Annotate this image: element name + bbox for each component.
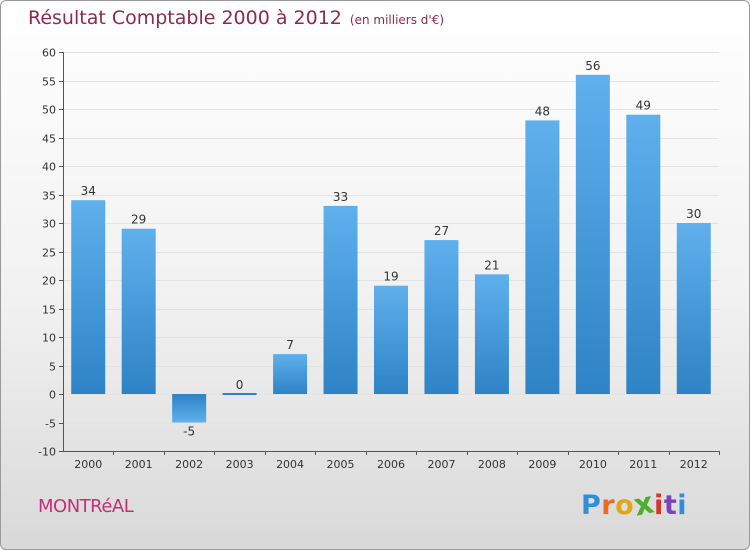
y-tick-label: 20 <box>42 275 56 288</box>
x-tick-label: 2011 <box>629 458 657 471</box>
labels: -10 -5 0 5 10 15 20 25 30 35 40 45 50 55 60 34 2000 29 200… <box>38 47 708 472</box>
data-label: 33 <box>333 190 348 204</box>
y-tick-label: 0 <box>49 389 56 402</box>
y-tick-label: 5 <box>49 361 56 374</box>
logo-letter: P <box>581 490 602 521</box>
data-label: 48 <box>535 104 550 118</box>
data-label: 49 <box>636 99 651 113</box>
bar <box>525 120 560 395</box>
chart-title-text: Résultat Comptable 2000 à 2012 <box>28 7 342 29</box>
x-tick-label: 2007 <box>427 458 455 471</box>
x-tick-label: 2012 <box>680 458 708 471</box>
bar <box>626 114 661 394</box>
y-tick-label: 15 <box>42 304 56 317</box>
bar <box>121 228 156 394</box>
data-label: 29 <box>131 213 146 227</box>
bar <box>323 205 358 394</box>
bar <box>273 354 308 394</box>
data-label: 30 <box>686 207 701 221</box>
y-tick-label: 60 <box>42 47 56 60</box>
data-label: -5 <box>183 425 195 439</box>
y-tick-label: 55 <box>42 76 56 89</box>
x-tick-label: 2006 <box>377 458 405 471</box>
logo-letter: i <box>654 490 664 521</box>
logo-letter: i <box>677 490 687 521</box>
x-tick-label: 2001 <box>125 458 153 471</box>
bar <box>172 394 207 423</box>
bar <box>676 223 711 394</box>
bar <box>474 274 509 394</box>
chart-title: Résultat Comptable 2000 à 2012 (en millie… <box>28 7 444 29</box>
x-tick-label: 2000 <box>74 458 102 471</box>
bar <box>222 393 257 395</box>
x-tick-label: 2004 <box>276 458 304 471</box>
x-tick-label: 2003 <box>226 458 254 471</box>
x-tick-label: 2005 <box>327 458 355 471</box>
bar <box>424 240 459 394</box>
bar <box>575 74 610 395</box>
y-tick-label: 50 <box>42 104 56 117</box>
bar <box>374 285 408 394</box>
y-tick-label: 40 <box>42 161 56 174</box>
data-label: 34 <box>81 184 96 198</box>
y-tick-label: 45 <box>42 133 56 146</box>
y-tick-label: -10 <box>38 446 56 459</box>
city-name: MONTRéAL <box>38 496 134 517</box>
logo-letter: t <box>663 490 678 521</box>
chart-subtitle: (en milliers d'€) <box>349 13 445 27</box>
bars <box>71 74 711 423</box>
x-tick-label: 2009 <box>528 458 556 471</box>
y-tick-label: 35 <box>42 190 56 203</box>
y-tick-label: -5 <box>45 418 56 431</box>
bar <box>71 200 106 394</box>
data-label: 56 <box>585 59 600 73</box>
x-tick-label: 2002 <box>175 458 203 471</box>
data-label: 21 <box>484 258 499 272</box>
x-tick-label: 2010 <box>579 458 607 471</box>
proxiti-logo: Proxiti <box>581 485 687 523</box>
data-label: 19 <box>383 270 398 284</box>
logo-letter: r <box>601 490 616 521</box>
data-label: 27 <box>434 224 449 238</box>
y-tick-label: 25 <box>42 247 56 260</box>
y-tick-label: 30 <box>42 218 56 231</box>
axes <box>59 52 720 455</box>
y-tick-label: 10 <box>42 332 56 345</box>
data-label: 0 <box>236 378 244 392</box>
data-label: 7 <box>286 338 294 352</box>
logo-letter: o <box>615 490 635 521</box>
x-tick-label: 2008 <box>478 458 506 471</box>
